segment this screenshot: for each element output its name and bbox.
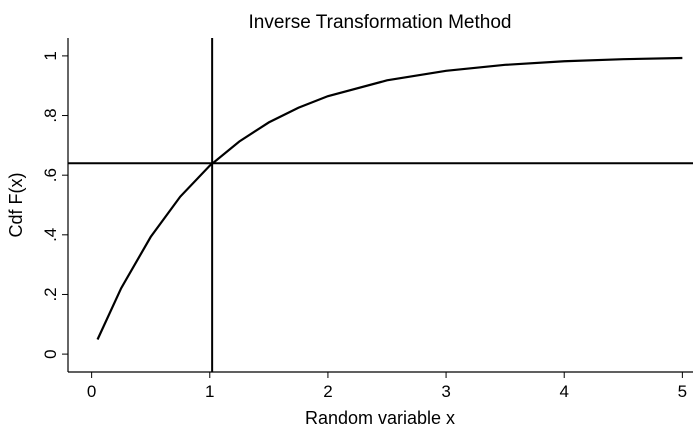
x-tick-label: 5 [678,382,687,401]
y-tick-label: .8 [41,108,60,122]
cdf-line [96,56,683,340]
x-axis-label: Random variable x [305,408,455,428]
y-tick-label: 0 [41,349,60,358]
x-tick-label: 3 [441,382,450,401]
x-tick-label: 1 [205,382,214,401]
x-tick-label: 2 [323,382,332,401]
y-axis-label: Cdf F(x) [6,173,26,238]
y-tick-label: 1 [41,51,60,60]
chart-title: Inverse Transformation Method [249,12,512,33]
y-tick-label: .4 [41,228,60,242]
x-tick-label: 4 [559,382,568,401]
y-tick-label: .6 [41,168,60,182]
x-tick-label: 0 [87,382,96,401]
y-tick-label: .2 [41,287,60,301]
